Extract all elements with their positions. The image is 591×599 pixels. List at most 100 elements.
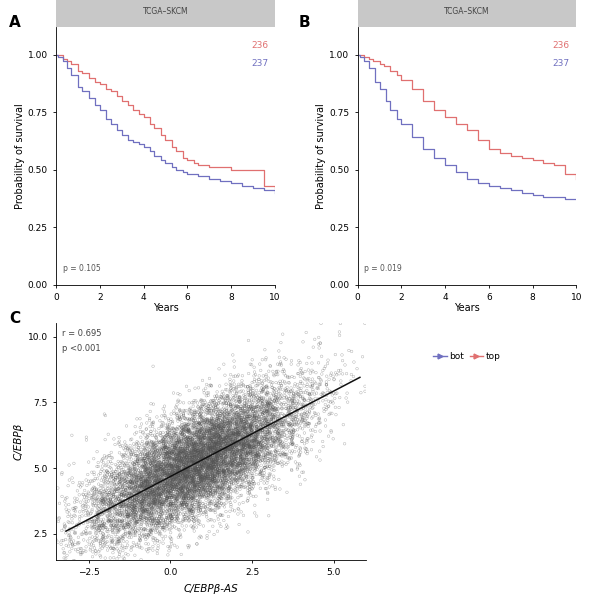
- Point: [124, 479, 134, 488]
- Point: [191, 439, 200, 449]
- Point: [129, 482, 139, 491]
- Point: [138, 502, 147, 512]
- Point: [176, 487, 185, 497]
- Point: [286, 386, 296, 396]
- Point: [212, 428, 221, 438]
- Point: [111, 521, 121, 531]
- Point: [273, 458, 282, 468]
- Point: [218, 480, 228, 489]
- Point: [127, 497, 137, 506]
- Point: [194, 440, 204, 449]
- Point: [41, 515, 51, 524]
- Point: [178, 448, 187, 458]
- Point: [253, 460, 262, 470]
- Point: [315, 415, 324, 424]
- Point: [198, 471, 207, 480]
- Point: [165, 453, 175, 463]
- Point: [148, 491, 157, 500]
- Point: [250, 437, 259, 446]
- Point: [195, 469, 204, 479]
- Point: [178, 481, 187, 491]
- Point: [171, 403, 181, 413]
- Point: [207, 423, 216, 433]
- Point: [200, 428, 209, 438]
- Point: [256, 424, 266, 434]
- Point: [212, 437, 222, 447]
- Point: [161, 491, 170, 500]
- Point: [219, 467, 229, 477]
- Point: [187, 510, 197, 520]
- Point: [142, 450, 152, 460]
- Point: [176, 442, 186, 452]
- Point: [234, 438, 243, 448]
- Point: [243, 470, 253, 479]
- Point: [210, 471, 219, 481]
- Point: [171, 451, 180, 461]
- Point: [168, 424, 178, 434]
- Point: [215, 492, 225, 501]
- Point: [182, 465, 191, 474]
- Point: [211, 443, 220, 452]
- Point: [193, 425, 203, 434]
- Point: [191, 442, 200, 452]
- Point: [178, 500, 187, 509]
- Point: [160, 483, 170, 492]
- Point: [264, 407, 274, 416]
- Point: [239, 443, 248, 452]
- Point: [168, 431, 177, 441]
- Point: [176, 442, 186, 452]
- Point: [133, 462, 142, 472]
- Point: [126, 480, 136, 489]
- Point: [206, 452, 215, 462]
- Point: [175, 412, 184, 422]
- Point: [220, 488, 229, 497]
- Point: [230, 371, 240, 381]
- Point: [256, 415, 266, 424]
- Point: [194, 499, 203, 509]
- Point: [205, 453, 215, 462]
- Point: [204, 461, 213, 470]
- Point: [366, 359, 375, 368]
- Point: [190, 452, 199, 461]
- Point: [147, 468, 157, 478]
- Point: [210, 450, 220, 460]
- Point: [284, 378, 294, 388]
- Point: [152, 466, 162, 476]
- Point: [261, 371, 271, 381]
- Point: [163, 449, 172, 458]
- Point: [256, 456, 265, 466]
- Point: [139, 489, 149, 499]
- Point: [93, 513, 103, 523]
- Point: [179, 444, 189, 453]
- Point: [192, 407, 202, 417]
- Point: [264, 416, 273, 426]
- Point: [171, 495, 181, 504]
- Point: [204, 441, 214, 450]
- Point: [177, 412, 186, 422]
- Point: [180, 434, 190, 444]
- Point: [246, 430, 255, 440]
- Point: [179, 435, 189, 444]
- Point: [263, 461, 272, 470]
- Point: [246, 413, 256, 423]
- Point: [251, 428, 261, 437]
- Point: [109, 501, 118, 511]
- Point: [222, 433, 231, 443]
- Point: [235, 461, 245, 470]
- Point: [148, 422, 157, 431]
- Point: [327, 397, 337, 406]
- Point: [204, 448, 213, 458]
- Point: [141, 507, 150, 516]
- Point: [248, 447, 257, 457]
- Point: [124, 522, 133, 532]
- Point: [70, 529, 80, 539]
- Point: [140, 505, 150, 515]
- Point: [236, 382, 246, 391]
- Point: [225, 452, 234, 462]
- Point: [167, 463, 177, 473]
- Point: [144, 500, 153, 510]
- Point: [190, 448, 199, 458]
- Point: [188, 482, 197, 491]
- Point: [215, 479, 224, 489]
- Point: [243, 407, 253, 416]
